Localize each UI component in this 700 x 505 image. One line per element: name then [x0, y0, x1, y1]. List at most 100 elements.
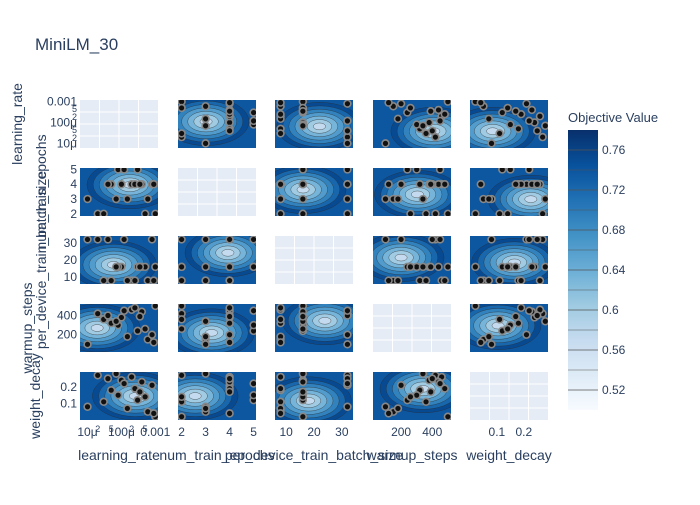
- trial-point: [431, 132, 440, 142]
- contour-panel: [373, 372, 451, 420]
- trial-point: [426, 262, 435, 272]
- trial-point: [343, 168, 352, 174]
- trial-point: [149, 338, 158, 347]
- trial-point: [276, 194, 285, 204]
- trial-point: [503, 262, 512, 272]
- trial-point: [249, 108, 256, 117]
- trial-point: [384, 180, 393, 189]
- trial-point: [276, 338, 285, 347]
- x-tick-label: 20: [307, 425, 321, 439]
- trial-point: [149, 180, 158, 189]
- trial-point: [276, 180, 285, 189]
- y-tick-label: 400: [57, 309, 77, 323]
- colorbar-title: Objective Value: [568, 110, 658, 125]
- trial-point: [484, 332, 494, 341]
- chart-title: MiniLM_30: [35, 35, 118, 54]
- x-tick-label: 0.1: [489, 425, 506, 439]
- trial-point: [178, 304, 186, 311]
- x-tick-label: 2: [178, 425, 185, 439]
- trial-point: [130, 304, 140, 313]
- trial-point: [503, 324, 512, 334]
- contour-panel: [80, 304, 158, 352]
- trial-point: [119, 306, 129, 315]
- colorbar-tick-label: 0.72: [602, 183, 626, 197]
- trial-point: [514, 124, 523, 133]
- trial-point: [225, 106, 234, 116]
- trial-point: [343, 194, 352, 204]
- trial-point: [511, 312, 520, 321]
- trial-point: [130, 276, 140, 284]
- trial-point: [83, 402, 92, 411]
- contour-panel: [470, 236, 548, 284]
- trial-point: [151, 304, 158, 311]
- trial-point: [143, 194, 152, 204]
- trial-point: [225, 409, 234, 418]
- y-tick-label: 2: [70, 207, 77, 221]
- trial-point: [249, 390, 256, 400]
- trial-point: [201, 317, 210, 326]
- subplot-cell: [470, 100, 548, 148]
- trial-point: [495, 129, 504, 138]
- trial-point: [178, 262, 186, 272]
- trial-point: [178, 324, 186, 334]
- x-tick-label: 400: [422, 425, 442, 439]
- trial-point: [298, 168, 308, 174]
- trial-point: [343, 340, 352, 349]
- trial-point: [343, 209, 352, 216]
- trial-point: [298, 377, 308, 387]
- trial-point: [201, 276, 210, 284]
- trial-point: [487, 340, 496, 349]
- y-tick-label: 2: [72, 112, 77, 122]
- colorbar-tick-label: 0.64: [602, 263, 626, 277]
- trial-point: [476, 100, 485, 107]
- y-tick-label: 0.2: [60, 380, 77, 394]
- trial-point: [484, 276, 494, 284]
- trial-point: [276, 304, 285, 313]
- trial-point: [225, 312, 234, 321]
- trial-point: [225, 338, 234, 347]
- trial-point: [396, 100, 406, 108]
- x-tick-label: 10: [279, 425, 293, 439]
- trial-point: [541, 262, 548, 272]
- subplot-cell: [178, 100, 256, 148]
- trial-point: [298, 387, 308, 397]
- trial-point: [541, 121, 548, 130]
- subplot-cell: [373, 304, 451, 352]
- trial-point: [178, 392, 186, 402]
- trial-point: [276, 100, 285, 107]
- y-axis-title: per_device_train_batch_size: [33, 171, 49, 349]
- contour-level: [221, 249, 235, 257]
- y-tick-label: 10μ: [57, 136, 77, 150]
- x-tick-label: 4: [226, 425, 233, 439]
- trial-point: [201, 262, 210, 272]
- trial-point: [426, 387, 435, 397]
- trial-point: [178, 315, 186, 324]
- trial-point: [298, 194, 308, 204]
- trial-point: [484, 194, 494, 204]
- trial-point: [381, 139, 390, 148]
- trial-point: [393, 194, 403, 204]
- trial-point: [343, 126, 352, 136]
- trial-point: [343, 379, 352, 388]
- contour-panel: [80, 236, 158, 284]
- contour-level: [90, 324, 104, 332]
- x-tick-label: 0.2: [515, 425, 532, 439]
- trial-point: [201, 236, 210, 244]
- y-axis-title: num_train_epochs: [33, 134, 49, 249]
- trial-point: [406, 262, 415, 272]
- trial-point: [443, 209, 451, 216]
- trial-point: [393, 114, 403, 124]
- trial-point: [133, 326, 142, 336]
- trial-point: [225, 319, 234, 328]
- trial-point: [406, 392, 415, 402]
- trial-point: [225, 374, 234, 383]
- colorbar-tick-label: 0.56: [602, 343, 626, 357]
- trial-point: [533, 311, 542, 320]
- contour-panel: [470, 304, 548, 352]
- trial-point: [396, 381, 406, 390]
- trial-point: [298, 372, 308, 378]
- trial-point: [123, 404, 132, 413]
- trial-point: [119, 236, 129, 244]
- trial-point: [123, 276, 132, 284]
- trial-point: [428, 126, 437, 136]
